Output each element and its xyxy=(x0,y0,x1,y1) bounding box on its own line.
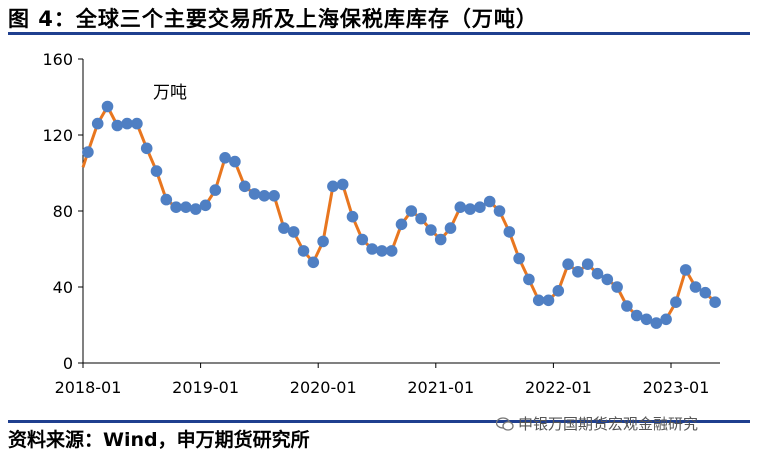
data-point xyxy=(660,313,672,326)
data-point xyxy=(111,119,124,132)
y-tick-label: 40 xyxy=(53,278,73,297)
data-point xyxy=(699,286,712,299)
data-point xyxy=(150,165,163,177)
data-point xyxy=(336,178,349,191)
data-point xyxy=(670,296,682,309)
data-point xyxy=(415,212,427,225)
x-tick-label: 2022-01 xyxy=(525,378,592,397)
data-point xyxy=(140,142,153,155)
y-tick-label: 0 xyxy=(63,354,73,373)
x-tick-label: 2018-01 xyxy=(55,378,122,397)
source-rule xyxy=(8,420,750,423)
data-point xyxy=(82,146,94,158)
data-point xyxy=(327,180,339,193)
data-point xyxy=(180,201,192,213)
wechat-icon xyxy=(496,416,514,431)
plot-area xyxy=(81,100,721,329)
data-point xyxy=(640,313,653,326)
data-point xyxy=(581,258,594,271)
data-point xyxy=(513,252,525,265)
data-point xyxy=(297,245,310,257)
data-point xyxy=(493,205,506,217)
y-tick-label: 120 xyxy=(42,126,73,145)
data-point xyxy=(542,294,555,307)
data-point xyxy=(523,273,535,286)
data-point xyxy=(630,309,643,322)
data-point xyxy=(562,258,574,271)
y-tick-label: 160 xyxy=(42,50,73,69)
source-note: 资料来源：Wind，申万期货研究所 xyxy=(8,429,310,451)
data-point xyxy=(376,245,388,257)
x-tick-label: 2021-01 xyxy=(407,378,474,397)
data-point xyxy=(131,117,143,130)
data-point xyxy=(650,317,663,329)
x-tick-label: 2019-01 xyxy=(172,378,239,397)
data-point xyxy=(425,224,437,236)
watermark: 申银万国期货宏观金融研究 xyxy=(496,413,698,434)
data-point xyxy=(444,222,457,234)
data-point xyxy=(689,281,702,293)
data-point xyxy=(238,180,251,193)
data-point xyxy=(287,226,300,238)
data-point xyxy=(317,235,329,248)
data-point xyxy=(160,193,173,206)
figure-title: 图 4：全球三个主要交易所及上海保税库库存（万吨） xyxy=(8,7,538,31)
data-point xyxy=(552,285,565,297)
title-rule xyxy=(8,32,750,35)
data-point xyxy=(434,233,447,246)
y-axis: 0 40 80 120 160 xyxy=(42,50,84,373)
data-point xyxy=(121,117,133,130)
data-point xyxy=(621,300,633,312)
data-point xyxy=(474,201,486,213)
x-tick-label: 2023-01 xyxy=(643,378,710,397)
data-point xyxy=(209,184,222,196)
data-point xyxy=(572,266,584,278)
data-point xyxy=(199,199,212,212)
data-point xyxy=(229,155,241,168)
x-axis: 2018-01 2019-01 2020-01 2021-01 2022-01 2023-… xyxy=(55,362,720,397)
data-point xyxy=(258,190,271,202)
data-point xyxy=(483,195,496,208)
data-point xyxy=(91,117,104,130)
data-point xyxy=(405,205,418,217)
data-point xyxy=(503,226,516,238)
data-point xyxy=(248,188,261,200)
data-point xyxy=(278,222,290,234)
watermark-text: 申银万国期货宏观金融研究 xyxy=(518,415,699,433)
data-point xyxy=(454,201,467,213)
data-point xyxy=(170,201,182,213)
data-point xyxy=(591,267,604,280)
data-point xyxy=(464,203,476,215)
data-point xyxy=(385,245,398,257)
data-point xyxy=(532,294,545,307)
data-point xyxy=(268,190,280,202)
data-point xyxy=(346,210,359,223)
data-point xyxy=(679,264,692,276)
data-point xyxy=(366,243,378,255)
data-point xyxy=(395,218,408,231)
y-tick-label: 80 xyxy=(53,202,73,221)
unit-label: 万吨 xyxy=(153,83,187,103)
x-tick-label: 2020-01 xyxy=(290,378,357,397)
data-point xyxy=(189,203,202,215)
data-point xyxy=(307,256,320,269)
data-point xyxy=(611,281,623,293)
data-point xyxy=(101,100,114,113)
data-point xyxy=(601,273,614,286)
data-point xyxy=(709,296,721,309)
data-point xyxy=(219,152,231,164)
data-point xyxy=(356,233,369,246)
